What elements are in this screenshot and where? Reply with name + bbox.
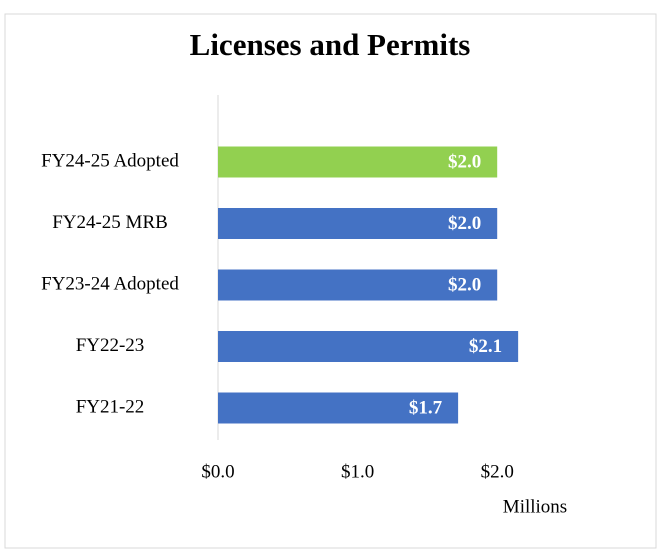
bar bbox=[218, 208, 498, 239]
x-tick-label: $0.0 bbox=[201, 461, 234, 482]
value-label: $2.0 bbox=[448, 213, 481, 234]
y-tick-label: FY23-24 Adopted bbox=[41, 273, 179, 294]
x-axis-label: Millions bbox=[503, 496, 567, 517]
y-tick-label: FY21-22 bbox=[76, 396, 145, 417]
y-tick-label: FY22-23 bbox=[76, 335, 145, 356]
value-label: $2.0 bbox=[448, 151, 481, 172]
bar bbox=[218, 269, 498, 301]
bar bbox=[218, 392, 459, 424]
bar bbox=[218, 331, 519, 362]
value-label: $2.0 bbox=[448, 274, 481, 295]
y-tick-label: FY24-25 MRB bbox=[52, 212, 168, 233]
chart-title: Licenses and Permits bbox=[190, 27, 471, 62]
y-tick-label: FY24-25 Adopted bbox=[41, 150, 179, 171]
x-tick-label: $1.0 bbox=[341, 461, 374, 482]
bar bbox=[218, 146, 498, 178]
value-label: $1.7 bbox=[409, 397, 443, 418]
x-tick-label: $2.0 bbox=[481, 461, 514, 482]
value-label: $2.1 bbox=[469, 336, 502, 357]
